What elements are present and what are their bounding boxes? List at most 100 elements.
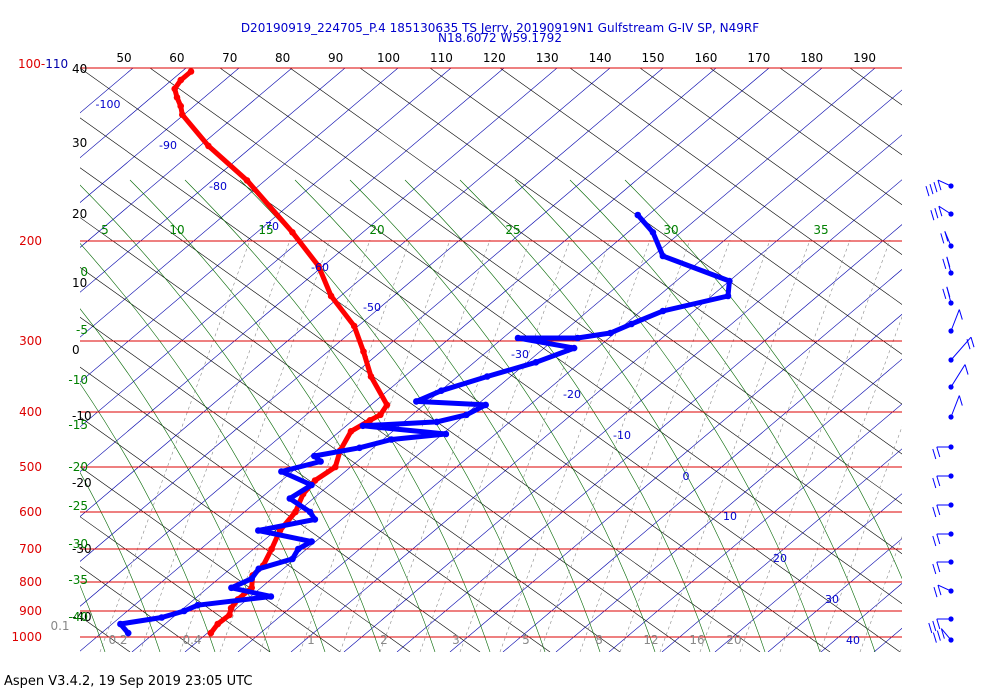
dewpoint-point: [628, 320, 635, 328]
wind-barb: [948, 309, 963, 334]
dewpoint-point: [306, 508, 314, 516]
temperature-point: [311, 477, 319, 484]
dewpoint-point: [649, 229, 657, 236]
dry-adiabat: [80, 68, 664, 562]
temperature-point: [171, 85, 178, 93]
pressure-label: 400: [19, 405, 42, 419]
temperature-point: [177, 76, 185, 84]
wind-barb-flag: [964, 364, 969, 375]
wind-barb-flag: [942, 288, 947, 300]
isotherm: [80, 566, 201, 652]
moist-adiabat: [404, 179, 711, 652]
dewpoint-point: [124, 629, 132, 637]
dry-adiabat: [237, 89, 902, 652]
temperature-tick-label: -10: [72, 409, 92, 423]
wind-barb-point: [948, 300, 954, 306]
theta-label: -10: [613, 429, 631, 442]
dry-adiabat: [767, 538, 902, 652]
theta-label: -30: [511, 348, 529, 361]
mixing-ratio-label: 0.1: [50, 619, 69, 633]
wind-barb: [948, 336, 975, 363]
mixing-ratio-line: [819, 425, 902, 652]
isotherm: [80, 316, 551, 652]
top-scale-label: 70: [222, 51, 237, 65]
dry-adiabat: [502, 313, 902, 652]
isotherm: [359, 68, 902, 455]
theta-label: -20: [563, 388, 581, 401]
wind-barb-flag: [938, 206, 943, 217]
dewpoint-point: [254, 527, 262, 534]
wind-barb-flag: [936, 475, 941, 487]
wind-barb-point: [948, 588, 954, 594]
dewpoint-point: [570, 344, 578, 352]
theta-label: 10: [723, 510, 737, 523]
wind-barb-point: [948, 444, 954, 450]
wind-barb-flag: [932, 620, 937, 632]
mixing-ratio-line: [339, 239, 491, 652]
dewpoint-point: [255, 565, 262, 573]
top-scale-label: 140: [589, 51, 612, 65]
temperature-tick-label: -30: [72, 542, 92, 556]
moist-adiabat: [129, 179, 436, 652]
dry-adiabat: [80, 68, 611, 517]
wind-barb-flag: [925, 185, 930, 197]
mixing-ratio-label: 12: [643, 633, 658, 647]
dry-adiabat: [0, 68, 27, 652]
moist-adiabat: [80, 383, 216, 652]
wind-barb-flag: [937, 179, 942, 191]
temperature-point: [227, 604, 235, 612]
dry-adiabat: [80, 68, 770, 652]
dewpoint-point: [433, 418, 441, 426]
dewpoint-point: [311, 452, 318, 460]
isotherm: [990, 68, 1000, 652]
dry-adiabat: [80, 68, 452, 383]
theta-e-label: 5: [101, 223, 109, 237]
theta-label: -100: [96, 98, 121, 111]
mixing-ratio-line: [619, 239, 771, 652]
wind-barb-staff: [950, 395, 960, 418]
temperature-point: [243, 177, 251, 184]
dewpoint-point: [463, 411, 470, 419]
dry-adiabat: [661, 448, 902, 652]
wind-barb-flag: [937, 584, 942, 596]
dewpoint-point: [634, 211, 642, 219]
theta-e-label: 0: [80, 265, 88, 279]
dewpoint-point: [311, 516, 319, 523]
theta-label: -70: [261, 220, 279, 233]
temperature-point: [366, 417, 374, 424]
dry-adiabat: [184, 68, 876, 652]
top-scale-label: 170: [747, 51, 770, 65]
isotherm: [80, 167, 761, 652]
dewpoint-point: [359, 422, 367, 430]
dewpoint-point: [289, 555, 296, 563]
pressure-label: 300: [19, 334, 42, 348]
wind-barb-flag: [936, 504, 941, 516]
dry-adiabat: [80, 68, 505, 428]
wind-barb-point: [948, 211, 954, 217]
theta-e-label: 15: [258, 223, 273, 237]
wind-barb-flag: [958, 309, 963, 320]
wind-barb-flag: [970, 337, 975, 348]
top-scale-label: 110: [430, 51, 453, 65]
wind-barb-flag: [940, 233, 945, 244]
mixing-ratio-line: [859, 535, 902, 652]
theta-e-label: 30: [663, 223, 678, 237]
mixing-ratio-line: [539, 239, 691, 652]
wind-barb-point: [948, 328, 954, 334]
moist-adiabat: [349, 179, 656, 652]
isotherm: [80, 68, 901, 652]
wind-barb-flag: [944, 231, 949, 242]
moist-adiabat: [184, 179, 491, 652]
top-scale-label: 100: [377, 51, 400, 65]
wind-barb: [942, 256, 954, 276]
wind-barb-flag: [932, 506, 937, 518]
pressure-label: 200: [19, 234, 42, 248]
temperature-tick-label: 10: [72, 276, 87, 290]
wind-barb-point: [948, 243, 954, 249]
top-scale-label: 180: [800, 51, 823, 65]
isotherm: [920, 68, 1000, 652]
dry-adiabat: [80, 68, 240, 203]
theta-e-label: -5: [76, 323, 88, 337]
dry-adiabat: [80, 68, 558, 473]
